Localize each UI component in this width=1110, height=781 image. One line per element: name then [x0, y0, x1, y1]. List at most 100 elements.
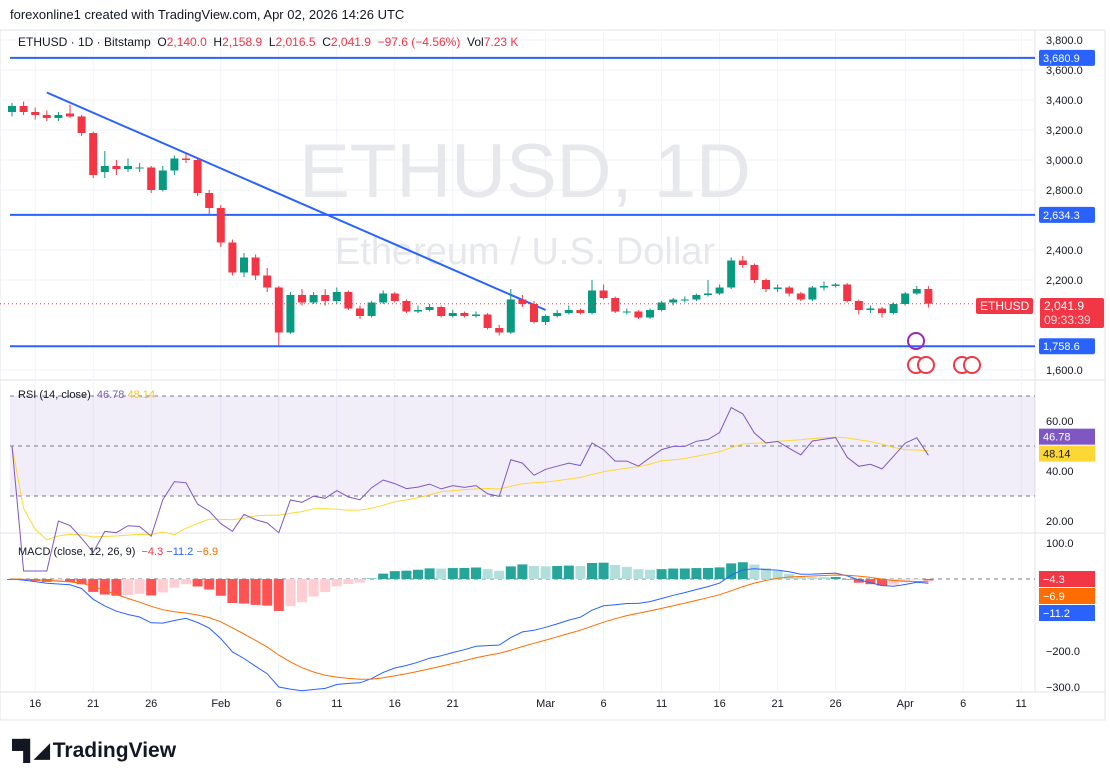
candle-body — [263, 275, 272, 288]
candle-body — [715, 287, 724, 294]
candle-body — [437, 307, 446, 316]
high-value: 2,158.9 — [222, 35, 263, 49]
price-axis-label: 2,800.0 — [1046, 185, 1083, 197]
hline-price-label: 2,634.3 — [1043, 210, 1080, 222]
macd-histogram-bar — [888, 579, 899, 585]
macd-histogram-bar — [505, 566, 516, 579]
macd-histogram-bar — [784, 573, 795, 579]
time-axis-label: 21 — [447, 698, 459, 710]
macd-histogram-bar — [714, 567, 725, 579]
macd-histogram-bar — [679, 568, 690, 579]
macd-histogram-bar — [413, 569, 423, 579]
macd-histogram-bar — [923, 579, 934, 581]
time-axis-label: 6 — [601, 698, 607, 710]
candle-body — [622, 311, 631, 313]
macd-histogram-bar — [633, 569, 644, 579]
symbol-name[interactable]: ETHUSD · 1D · Bitstamp — [18, 35, 151, 49]
candle-body — [576, 310, 585, 313]
low-value: 2,016.5 — [275, 35, 316, 49]
logo-text: TradingView — [52, 738, 177, 762]
macd-histogram-bar — [865, 579, 876, 585]
macd-histogram-bar — [53, 579, 64, 582]
chart-frame — [0, 29, 1106, 721]
macd-histogram-bar — [668, 568, 679, 579]
rsi-ma-value: 48.14 — [127, 389, 155, 401]
hline-price-label: 1,758.6 — [1043, 341, 1080, 353]
candle-body — [669, 299, 678, 303]
candle-body — [89, 133, 98, 175]
macd-histogram-bar — [134, 579, 145, 594]
candle-body — [541, 316, 550, 322]
macd-axis-label: −200.0 — [1046, 646, 1080, 658]
macd-histogram-bar — [795, 576, 806, 579]
time-axis-label: Feb — [211, 698, 230, 710]
watermark-title: ETHUSD, 1D — [299, 129, 751, 214]
hline-price-label: 3,680.9 — [1043, 53, 1080, 65]
macd-histogram-bar — [471, 567, 481, 579]
tradingview-logo[interactable]: ▀▌◢ TradingView — [12, 738, 176, 763]
low-label: L — [268, 35, 276, 49]
candle-body — [680, 299, 689, 301]
macd-histogram-bar — [749, 564, 760, 579]
candle-body — [66, 113, 74, 117]
chart-canvas[interactable]: 16 21 26 Feb 6 11 16 21 Mar 6 11 16 21 26 Apr 6 11 3,800.… — [0, 26, 1110, 726]
macd-histogram-bar — [192, 579, 203, 587]
rsi-tag-label: 46.78 — [1043, 432, 1071, 444]
candle-body — [100, 166, 109, 172]
macd-histogram-bar — [459, 567, 470, 579]
macd-histogram-bar — [355, 579, 365, 583]
time-axis-label: 16 — [29, 698, 41, 710]
macd-histogram-bar — [88, 579, 99, 592]
macd-histogram-bar — [621, 566, 632, 579]
rsi-legend: RSI (14, close) 46.78 48.14 — [18, 389, 155, 401]
macd-histogram-bar — [366, 578, 377, 579]
candle-body — [588, 290, 596, 313]
macd-histogram-bar — [703, 567, 713, 579]
macd-label[interactable]: MACD (close, 12, 26, 9) — [18, 546, 136, 558]
candle-body — [599, 290, 608, 298]
candle-body — [820, 286, 828, 288]
open-label: O — [157, 35, 167, 49]
rsi-tag — [1039, 428, 1095, 445]
macd-histogram-bar — [819, 577, 829, 579]
time-axis-label: 21 — [771, 698, 783, 710]
candle-body — [240, 257, 248, 273]
macd-histogram-bar — [447, 568, 458, 579]
macd-histogram-bar — [691, 568, 702, 579]
macd-histogram-bar — [239, 579, 249, 604]
price-axis-label: 3,400.0 — [1046, 95, 1083, 107]
chart-credit: forexonline1 created with TradingView.co… — [10, 7, 405, 22]
trend-line — [46, 91, 546, 311]
last-price: 2,041.9 — [1044, 299, 1085, 313]
candle-body — [158, 170, 167, 190]
symbol-legend: ETHUSD · 1D · Bitstamp O2,140.0 H2,158.9… — [18, 35, 518, 49]
macd-axis-label: 100.0 — [1046, 538, 1074, 550]
lightning-event-icon — [907, 332, 925, 350]
candle-body — [901, 293, 910, 304]
candle-body — [448, 313, 457, 316]
candle-body — [611, 298, 620, 312]
macd-histogram-bar — [424, 568, 435, 579]
macd-histogram-bar — [494, 570, 505, 579]
candle-body — [483, 314, 492, 328]
high-label: H — [213, 35, 223, 49]
rsi-label[interactable]: RSI (14, close) — [18, 389, 91, 401]
macd-histogram-bar — [761, 568, 771, 579]
candle-body — [193, 160, 202, 193]
macd-value-tag — [1039, 605, 1095, 621]
candle-body — [414, 310, 422, 312]
rsi-ma-tag-label: 48.14 — [1043, 449, 1071, 461]
macd-histogram-bar — [250, 579, 261, 605]
candle-body — [785, 287, 794, 294]
candle-body — [8, 106, 16, 112]
macd-histogram-bar — [842, 579, 853, 580]
macd-histogram-bar — [645, 569, 655, 579]
time-axis-label: 26 — [829, 698, 841, 710]
macd-signal-line — [11, 574, 929, 680]
macd-histogram-bar — [169, 579, 180, 588]
candle-body — [889, 304, 898, 313]
macd-value-tag-label: −4.3 — [1043, 574, 1065, 586]
time-axis-label: 11 — [656, 698, 667, 710]
candle-body — [425, 307, 434, 310]
macd-histogram-bar — [378, 573, 389, 579]
